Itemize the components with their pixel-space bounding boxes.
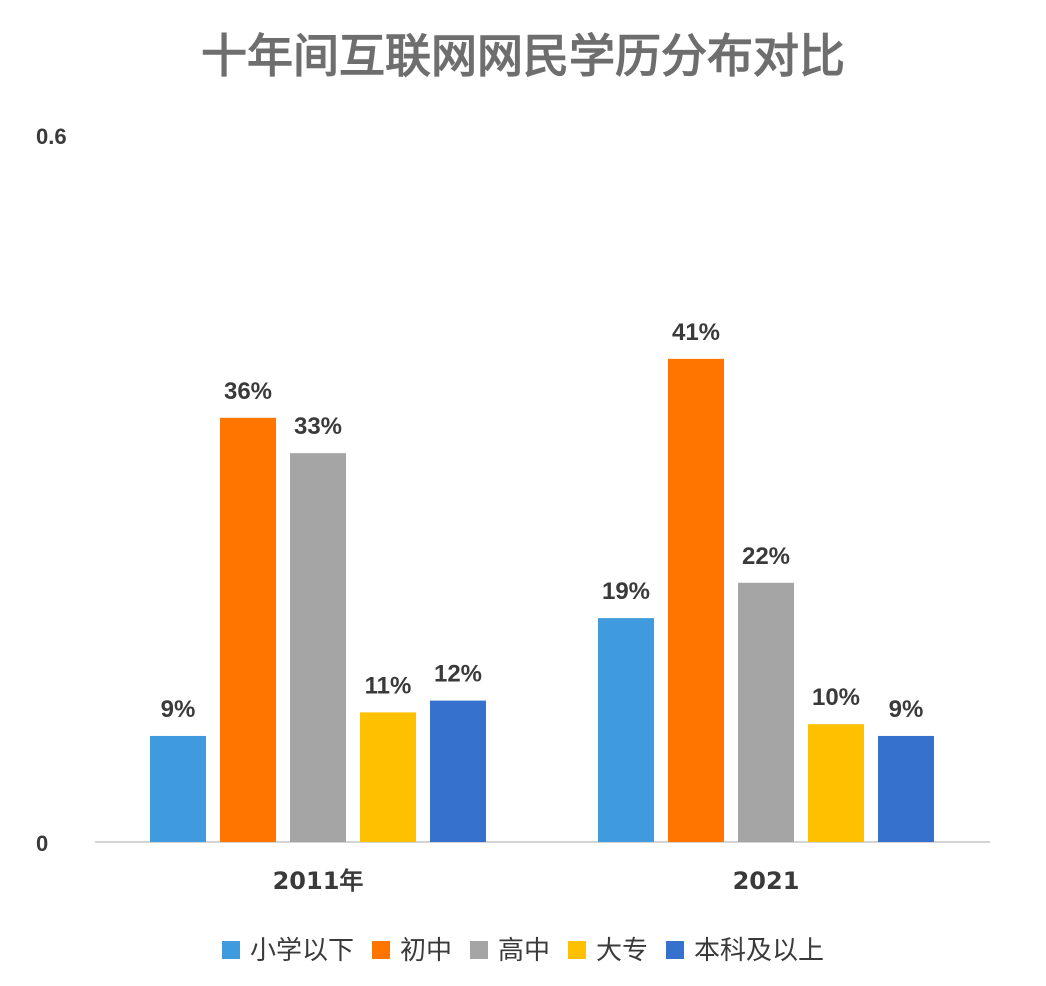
bar-本科及以上-2021 (878, 735, 934, 842)
chart-title: 十年间互联网网民学历分布对比 (201, 29, 845, 83)
legend-label: 高中 (498, 936, 550, 966)
legend-swatch-小学以下 (222, 941, 240, 959)
legend-label: 初中 (400, 936, 452, 966)
data-label: 33% (294, 413, 342, 440)
bar-高中-2021 (738, 582, 794, 842)
data-label: 11% (365, 672, 412, 699)
data-label: 10% (812, 684, 860, 711)
data-label: 9% (161, 696, 196, 723)
data-label: 41% (672, 319, 720, 346)
x-category-label: 2011年 (273, 867, 364, 895)
bars (150, 358, 934, 842)
bar-小学以下-2021 (598, 618, 654, 842)
legend-swatch-初中 (372, 941, 390, 959)
bar-初中-2011年 (220, 417, 276, 842)
data-label: 12% (434, 661, 482, 688)
legend: 小学以下 初中 高中 大专 本科及以上 (222, 936, 824, 966)
data-label: 19% (602, 578, 650, 605)
legend-label: 小学以下 (250, 936, 354, 966)
y-tick-label: 0.6 (36, 124, 67, 149)
bar-大专-2021 (808, 724, 864, 842)
bar-高中-2011年 (290, 453, 346, 842)
y-tick-label: 0 (36, 831, 48, 856)
bar-大专-2011年 (360, 712, 416, 842)
bar-小学以下-2011年 (150, 735, 206, 842)
data-label: 22% (742, 543, 790, 570)
data-labels: 9% 19% 36% 41% 33% 22% 11% 10% 12% 9% (161, 319, 924, 723)
legend-swatch-高中 (470, 941, 488, 959)
legend-label: 大专 (596, 936, 648, 966)
legend-swatch-本科及以上 (666, 941, 684, 959)
bar-初中-2021 (668, 358, 724, 842)
legend-label: 本科及以上 (694, 936, 824, 966)
legend-swatch-大专 (568, 941, 586, 959)
bar-本科及以上-2011年 (430, 700, 486, 842)
data-label: 9% (889, 696, 924, 723)
x-category-label: 2021 (733, 867, 800, 895)
data-label: 36% (224, 378, 272, 405)
